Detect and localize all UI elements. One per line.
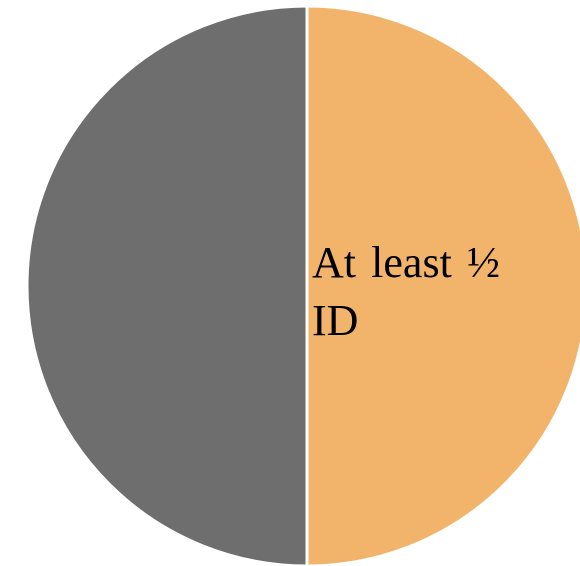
slice-label: At least ½ ID [312,238,500,345]
pie-slice [305,4,580,566]
pie-slice [25,4,309,566]
